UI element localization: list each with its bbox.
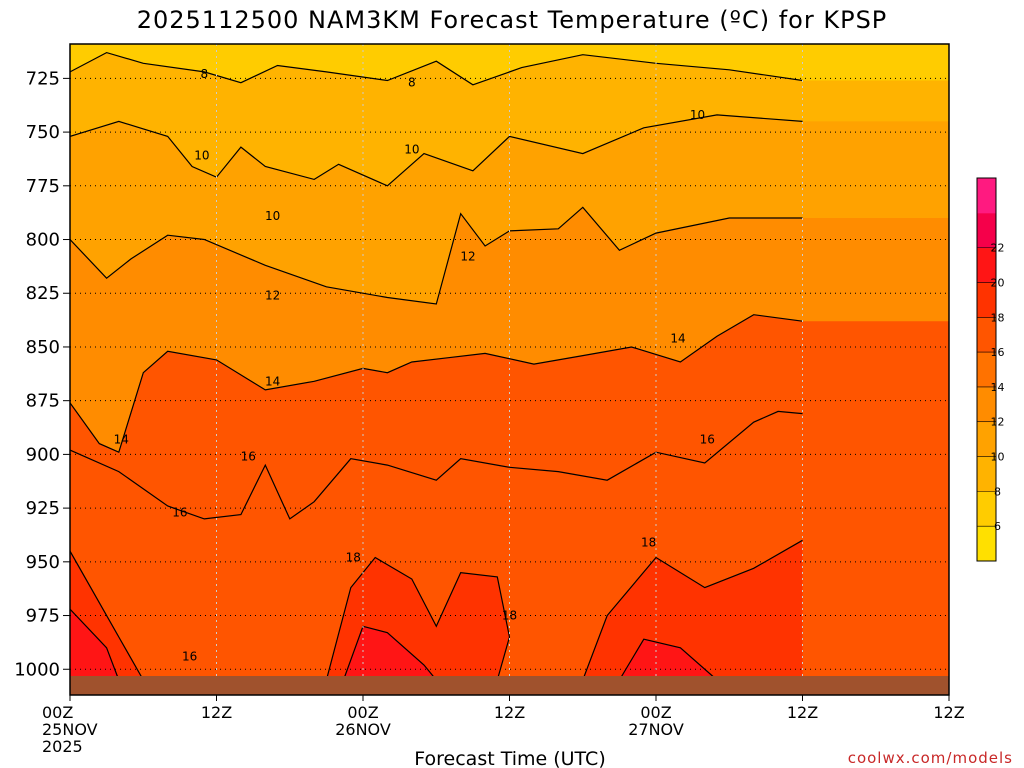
contour-label: 10 (404, 142, 419, 156)
y-axis: 725 750 775 800 825 850 875 900 925 950 975 1000 (14, 68, 70, 680)
filled-band-below-8 (70, 44, 949, 85)
x-date-label: 2025 (42, 737, 83, 756)
contour-line-20 (70, 608, 120, 680)
contour-line-18 (325, 556, 511, 680)
y-tick-label: 750 (26, 122, 60, 143)
filled-band-above-20 (70, 609, 119, 680)
colorbar-label: 22 (991, 242, 1005, 255)
contour-line-16 (70, 410, 803, 520)
x-tick-label: 00Z (42, 703, 73, 722)
x-axis-label: Forecast Time (UTC) (414, 748, 605, 768)
contour-label: 18 (641, 535, 656, 549)
contour-line-18 (70, 550, 144, 680)
x-tick-label: 12Z (201, 703, 232, 722)
y-tick-label: 775 (26, 176, 60, 197)
colorbar-label: 18 (991, 311, 1005, 324)
filled-band-below-10 (70, 44, 949, 186)
colorbar-segment (977, 421, 996, 458)
y-tick-label: 725 (26, 68, 60, 89)
colorbar-label: 12 (991, 416, 1005, 429)
colorbar-label: 8 (994, 485, 1001, 498)
contour-line-20 (618, 638, 718, 680)
contour-line-14 (70, 314, 803, 454)
colorbar-segment (977, 317, 996, 353)
y-tick-label: 825 (26, 283, 60, 304)
y-tick-label: 875 (26, 391, 60, 412)
y-tick-label: 975 (26, 606, 60, 627)
colorbar-frame (976, 177, 997, 562)
x-date-label: 26NOV (335, 720, 391, 739)
contour-label: 14 (265, 374, 280, 388)
chart-title: 2025112500 NAM3KM Forecast Temperature (… (137, 6, 888, 34)
x-tick-label: 12Z (933, 703, 964, 722)
contour-line-10 (70, 114, 803, 187)
contour-line-18 (582, 539, 803, 680)
contour-label: 8 (408, 76, 416, 90)
colorbar-segment (977, 178, 996, 214)
contour-label: 16 (241, 450, 256, 464)
colorbar-segment (977, 386, 996, 423)
colorbar-segment (977, 456, 996, 492)
contour-line-8 (70, 51, 803, 86)
contour-label: 16 (172, 505, 187, 519)
x-tick-label: 00Z (640, 703, 671, 722)
contour-label: 18 (346, 551, 361, 565)
y-tick-label: 925 (26, 498, 60, 519)
contour-label: 12 (265, 288, 280, 302)
filled-band-above-20 (619, 639, 717, 680)
contour-label: 18 (502, 609, 517, 623)
contour-label: 16 (182, 649, 197, 663)
x-date-label: 27NOV (628, 720, 684, 739)
y-tick-label: 1000 (14, 659, 60, 680)
contour-label: 14 (114, 432, 129, 446)
contour-label: 10 (194, 149, 209, 163)
filled-band-above-20 (343, 626, 437, 680)
contour-line-12 (70, 206, 803, 305)
y-tick-label: 900 (26, 444, 60, 465)
colorbar-label: 14 (991, 381, 1005, 394)
contour-line-20 (342, 625, 437, 680)
credit-text: coolwx.com/models (848, 749, 1013, 767)
colorbar-label: 6 (994, 520, 1001, 533)
x-date-label: 25NOV (42, 720, 98, 739)
x-tick-label: 12Z (787, 703, 818, 722)
colorbar-segment (977, 282, 996, 318)
y-tick-label: 800 (26, 230, 60, 251)
contour-label: 8 (200, 67, 208, 81)
colorbar-segment (977, 247, 996, 283)
x-tick-label: 00Z (347, 703, 378, 722)
colorbar-label: 20 (991, 276, 1005, 289)
colorbar: 6 8 10 12 14 16 18 20 22 (976, 177, 1005, 562)
plot-area: 8 8 10 10 10 10 12 12 14 14 14 16 16 16 16 18 18 18 (70, 44, 949, 680)
colorbar-segment (977, 526, 996, 562)
colorbar-label: 16 (991, 346, 1005, 359)
contour-label: 16 (700, 432, 715, 446)
x-tick-label: 12Z (494, 703, 525, 722)
colorbar-segment (977, 352, 996, 388)
y-tick-label: 950 (26, 552, 60, 573)
y-tick-label: 850 (26, 337, 60, 358)
contour-label: 14 (670, 331, 685, 345)
surface-terrain-band (70, 676, 949, 695)
contour-label: 10 (690, 108, 705, 122)
contour-label: 12 (460, 250, 475, 264)
colorbar-label: 10 (991, 451, 1005, 464)
contour-label: 10 (265, 209, 280, 223)
colorbar-segment (977, 212, 996, 249)
filled-band-above-18 (582, 540, 803, 680)
colorbar-segment (977, 491, 996, 527)
